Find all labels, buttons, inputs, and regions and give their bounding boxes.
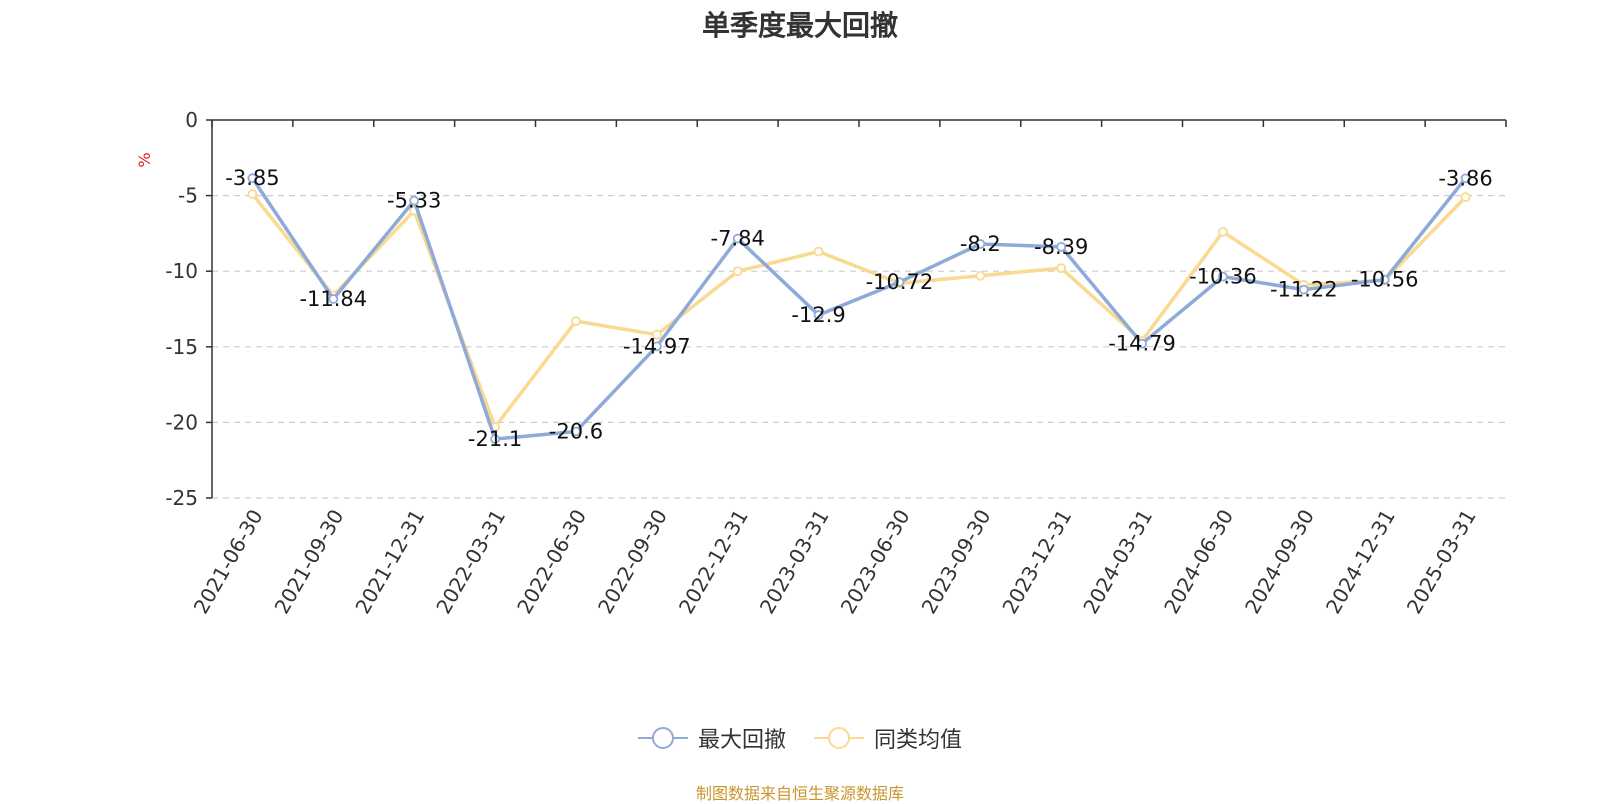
data-label: -3.86 bbox=[1438, 166, 1492, 190]
y-tick-label: -20 bbox=[165, 410, 198, 434]
data-label: -12.9 bbox=[791, 303, 845, 327]
x-tick-label: 2022-12-31 bbox=[674, 505, 753, 618]
x-tick-label: 2022-06-30 bbox=[512, 505, 591, 618]
chart-title: 单季度最大回撤 bbox=[701, 9, 898, 42]
y-tick-label: -10 bbox=[165, 259, 198, 283]
point-max-drawdown bbox=[1056, 241, 1067, 252]
series-line-peer-average bbox=[251, 192, 1467, 429]
data-label: -20.6 bbox=[549, 419, 603, 443]
data-label: -11.22 bbox=[1270, 278, 1338, 302]
point-peer-average bbox=[571, 316, 581, 326]
point-peer-average bbox=[732, 266, 743, 277]
point-peer-average bbox=[1056, 263, 1067, 274]
x-tick-label: 2022-09-30 bbox=[593, 505, 672, 618]
y-tick-label: -15 bbox=[165, 335, 198, 359]
x-tick-label: 2023-09-30 bbox=[917, 505, 996, 618]
y-tick-label: 0 bbox=[185, 108, 198, 132]
data-label: -3.85 bbox=[225, 166, 279, 190]
point-max-drawdown bbox=[1298, 284, 1309, 295]
y-tick-label: -25 bbox=[165, 486, 198, 510]
data-label: -10.72 bbox=[866, 270, 934, 294]
x-tick-label: 2022-03-31 bbox=[431, 505, 510, 618]
point-max-drawdown bbox=[328, 294, 339, 304]
point-max-drawdown bbox=[409, 195, 420, 206]
legend-item-max-drawdown[interactable]: 最大回撤 bbox=[637, 722, 786, 754]
x-tick-label: 2025-03-31 bbox=[1402, 505, 1481, 618]
series bbox=[247, 173, 1471, 444]
legend: 最大回撤 同类均值 bbox=[0, 722, 1600, 754]
data-label: -14.97 bbox=[623, 334, 691, 358]
point-max-drawdown bbox=[1218, 271, 1228, 282]
data-source-note: 制图数据来自恒生聚源数据库 bbox=[695, 784, 904, 803]
x-tick-label: 2024-06-30 bbox=[1159, 505, 1238, 618]
x-tick-label: 2024-12-31 bbox=[1321, 505, 1400, 618]
y-axis-label: % bbox=[135, 152, 154, 167]
data-labels: -3.85 -11.84 -5.33 -21.1 -20.6 -14.97 -7.84 -12… bbox=[225, 166, 1492, 451]
data-label: -7.84 bbox=[711, 227, 765, 251]
grid bbox=[212, 195, 1506, 499]
point-peer-average bbox=[1460, 192, 1471, 203]
series-line-max-drawdown bbox=[250, 177, 1467, 441]
point-max-drawdown bbox=[247, 173, 258, 184]
data-label: -8.2 bbox=[960, 232, 1001, 256]
data-label: -10.56 bbox=[1351, 268, 1419, 292]
x-tick-label: 2023-12-31 bbox=[997, 505, 1076, 618]
x-tick-label: 2021-06-30 bbox=[189, 505, 268, 618]
data-label: -5.33 bbox=[387, 189, 441, 213]
x-tick-label: 2024-03-31 bbox=[1078, 505, 1157, 618]
legend-item-peer-average[interactable]: 同类均值 bbox=[814, 722, 962, 754]
data-label: -14.79 bbox=[1108, 332, 1176, 356]
data-label: -11.84 bbox=[299, 287, 367, 311]
x-tick-label: 2021-12-31 bbox=[350, 505, 429, 618]
y-tick-label: -5 bbox=[178, 184, 198, 208]
point-max-drawdown bbox=[813, 310, 824, 320]
point-max-drawdown bbox=[1379, 274, 1390, 285]
x-tick-label: 2023-06-30 bbox=[836, 505, 915, 618]
point-peer-average bbox=[651, 329, 662, 340]
point-peer-average bbox=[813, 246, 824, 257]
point-max-drawdown bbox=[894, 277, 905, 287]
point-max-drawdown bbox=[1460, 173, 1471, 184]
point-max-drawdown bbox=[651, 341, 662, 352]
data-label: -10.36 bbox=[1189, 265, 1257, 289]
x-tick-label: 2024-09-30 bbox=[1240, 505, 1319, 618]
legend-label-max-drawdown: 最大回撤 bbox=[697, 728, 786, 753]
point-peer-average bbox=[975, 270, 986, 281]
point-max-drawdown bbox=[571, 426, 581, 437]
point-max-drawdown bbox=[1137, 338, 1147, 349]
data-label: -21.1 bbox=[468, 427, 522, 451]
x-tick-label: 2021-09-30 bbox=[270, 505, 349, 618]
legend-symbol-max-drawdown bbox=[637, 727, 688, 749]
x-tick-label: 2023-03-31 bbox=[755, 505, 834, 618]
point-peer-average bbox=[1218, 226, 1228, 237]
point-max-drawdown bbox=[490, 434, 500, 444]
point-max-drawdown bbox=[975, 239, 986, 249]
legend-label-peer-average: 同类均值 bbox=[874, 728, 963, 753]
point-peer-average bbox=[247, 189, 258, 199]
legend-symbol-peer-average bbox=[814, 727, 864, 749]
data-label: -8.39 bbox=[1034, 235, 1088, 259]
point-max-drawdown bbox=[732, 233, 743, 244]
